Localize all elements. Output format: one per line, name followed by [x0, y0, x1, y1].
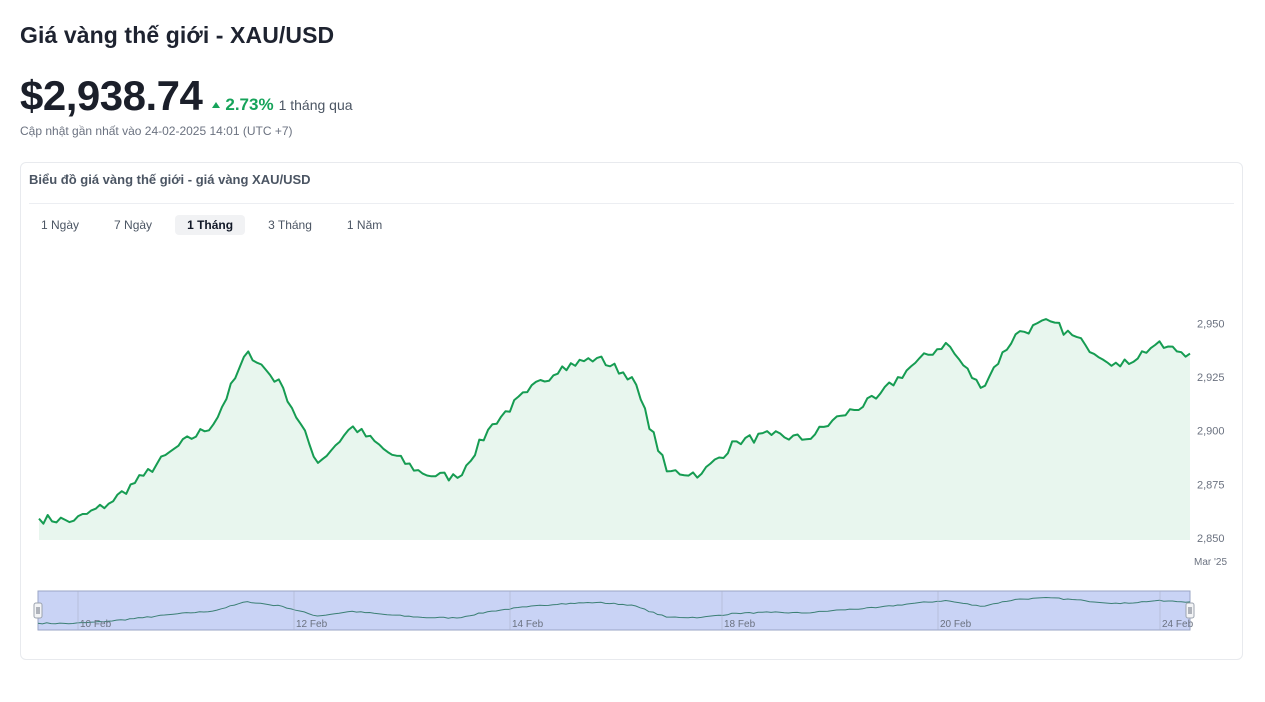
divider [29, 203, 1234, 204]
navigator-label: 10 Feb [80, 619, 112, 630]
tab-1-month[interactable]: 1 Tháng [175, 215, 246, 235]
navigator-window [37, 590, 1191, 631]
chart-card-title: Biểu đồ giá vàng thế giới - giá vàng XAU… [29, 172, 311, 187]
tab-1-day[interactable]: 1 Ngày [41, 218, 80, 232]
navigator-left-handle[interactable] [33, 602, 43, 619]
y-tick-label: 2,900 [1197, 426, 1225, 438]
y-tick-label: 2,875 [1197, 479, 1225, 491]
y-tick-label: 2,950 [1197, 319, 1225, 331]
page-title: Giá vàng thế giới - XAU/USD [20, 22, 335, 48]
tab-7-days[interactable]: 7 Ngày [114, 218, 153, 232]
navigator-label: 14 Feb [512, 619, 544, 630]
range-tabs: 1 Ngày 7 Ngày 1 Tháng 3 Tháng 1 Năm [29, 215, 405, 235]
navigator-label: 12 Feb [296, 619, 328, 630]
navigator-label: 20 Feb [940, 619, 972, 630]
y-tick-label: 2,925 [1197, 372, 1225, 384]
last-updated: Cập nhật gần nhất vào 24-02-2025 14:01 (… [20, 124, 293, 138]
navigator-line [37, 596, 1191, 625]
change-period: 1 tháng qua [278, 97, 353, 113]
tab-3-months[interactable]: 3 Tháng [268, 218, 312, 232]
x-tick-label: Mar '25 [1194, 557, 1227, 568]
change-percent: 2.73% [225, 95, 274, 114]
tab-1-year[interactable]: 1 Năm [346, 218, 383, 232]
price-line [38, 318, 1191, 525]
y-tick-label: 2,850 [1197, 533, 1225, 545]
price-area [39, 319, 1190, 540]
navigator-right-handle[interactable] [1185, 602, 1195, 619]
navigator-label: 18 Feb [724, 619, 756, 630]
current-price: $2,938.74 [20, 72, 203, 119]
price-summary: $2,938.74 2.73% 1 tháng qua [20, 72, 353, 120]
navigator-label: 24 Feb [1162, 619, 1194, 630]
triangle-up-icon [212, 102, 221, 108]
